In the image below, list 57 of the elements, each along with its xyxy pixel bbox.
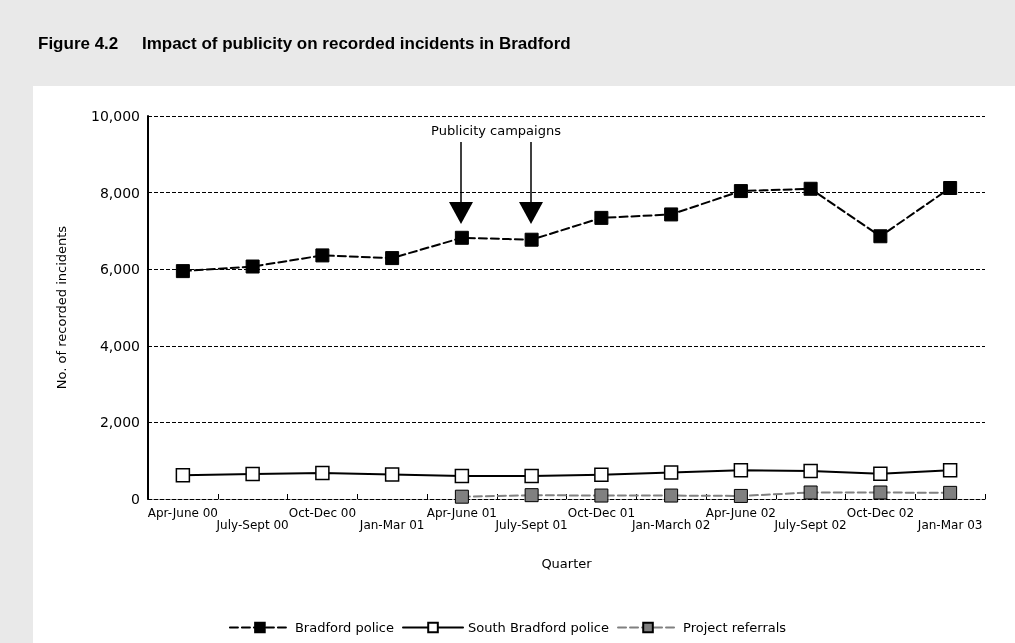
point xyxy=(942,463,958,478)
point xyxy=(873,466,888,481)
annotation: Publicity campaigns xyxy=(431,123,562,138)
y-tick-label: 2,000 xyxy=(99,414,140,431)
chart-title: Figure 4.2 Impact of publicity on recorded incidents in Bradford xyxy=(38,34,571,53)
x-tick-label: Jan-March 02 xyxy=(630,518,711,532)
point xyxy=(454,468,470,484)
y-tick-label: 6,000 xyxy=(99,261,140,278)
y-tick-label: 0 xyxy=(131,491,140,507)
x-tick-label: July-Sept 00 xyxy=(215,518,289,532)
point xyxy=(803,463,818,479)
y-tick-label: 10,000 xyxy=(91,108,140,124)
x-tick-label: Apr-June 00 xyxy=(147,506,218,520)
point xyxy=(524,232,539,247)
point xyxy=(943,485,958,500)
point xyxy=(315,465,330,481)
point xyxy=(524,468,539,484)
x-tick-label: Oct-Dec 02 xyxy=(846,506,915,520)
point xyxy=(315,248,330,263)
point xyxy=(524,488,539,503)
point xyxy=(454,489,469,504)
point xyxy=(663,465,679,480)
x-tick-label: July-Sept 01 xyxy=(494,518,568,532)
point xyxy=(385,251,400,266)
point xyxy=(384,467,400,482)
y-tick-label: 8,000 xyxy=(99,184,140,201)
y-tick-label: 4,000 xyxy=(99,337,140,354)
point xyxy=(594,210,609,225)
x-tick-label: Jan-Mar 03 xyxy=(916,518,983,532)
point xyxy=(594,488,609,503)
x-tick-label: Oct-Dec 01 xyxy=(567,506,636,520)
point xyxy=(733,463,749,478)
x-tick-label: Apr-June 01 xyxy=(426,506,497,520)
point xyxy=(454,230,469,245)
legend-label: South Bradford police xyxy=(468,620,610,635)
x-tick-label: Jan-Mar 01 xyxy=(358,518,425,532)
y-axis-title: No. of recorded incidents xyxy=(54,225,69,390)
x-axis-title: Quarter xyxy=(541,556,593,571)
legend-label: Project referrals xyxy=(683,620,787,635)
point xyxy=(873,485,888,500)
x-tick-label: July-Sept 02 xyxy=(773,518,847,532)
point xyxy=(733,184,748,199)
point xyxy=(803,181,818,196)
point xyxy=(175,264,190,279)
point xyxy=(245,259,260,274)
point xyxy=(873,229,888,244)
x-tick-label: Oct-Dec 00 xyxy=(288,506,357,520)
point xyxy=(594,467,609,483)
point xyxy=(664,207,679,222)
point xyxy=(733,488,748,503)
point xyxy=(664,488,679,503)
x-tick-label: Apr-June 02 xyxy=(705,506,776,520)
point xyxy=(803,485,818,500)
point xyxy=(175,468,191,483)
point xyxy=(245,466,260,482)
legend-label: Bradford police xyxy=(294,620,395,635)
point xyxy=(943,181,958,195)
